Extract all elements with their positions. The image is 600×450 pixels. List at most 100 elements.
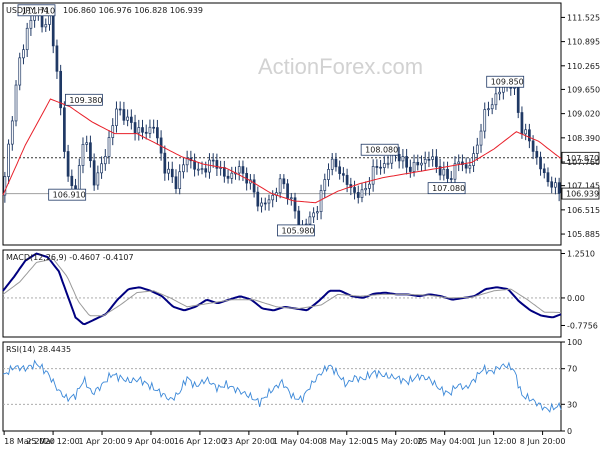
candle-body [524, 129, 528, 135]
x-tick-label: 8 Jun 20:00 [520, 437, 566, 446]
candle-body [546, 172, 550, 183]
candle-body [167, 168, 170, 174]
candle-body [397, 154, 401, 162]
candle-body [260, 202, 263, 207]
x-tick-label: 1 Jun 12:00 [471, 437, 517, 446]
y-tick-label: 109.650 [567, 85, 600, 94]
price-annotation: 111.710 [22, 6, 55, 15]
candle-body [442, 168, 446, 176]
candle-body [375, 166, 379, 168]
candle-body [475, 144, 479, 154]
candle-body [550, 181, 554, 188]
y-tick-label: 107.145 [567, 182, 600, 191]
panel-frame [2, 249, 562, 338]
candle-body [63, 107, 66, 152]
x-tick-label: 25 May 04:00 [417, 437, 472, 446]
candle-body [182, 164, 185, 173]
candle-body [133, 122, 137, 134]
candle-body [360, 189, 364, 198]
candle-body [14, 84, 18, 122]
candle-body [472, 153, 475, 166]
candle-body [416, 161, 420, 166]
candle-body [278, 178, 282, 194]
candle-body [152, 126, 156, 129]
y-tick-label: 107.760 [567, 158, 600, 167]
candle-body [312, 212, 315, 218]
candle-body [483, 109, 487, 132]
candle-body [557, 182, 561, 194]
candle-body [156, 127, 159, 139]
candle-body [408, 166, 412, 172]
x-tick-label: 25 Mar 12:00 [26, 437, 79, 446]
candle-body [222, 167, 226, 177]
x-tick-label: 16 Apr 12:00 [174, 437, 226, 446]
candle-body [498, 91, 501, 95]
price-annotation: 109.380 [69, 96, 102, 105]
candle-body [211, 159, 215, 162]
candle-body [256, 191, 260, 207]
price-annotation-box [48, 188, 87, 201]
macd-tick-label: 1.2510 [567, 250, 595, 259]
candle-body [100, 163, 103, 174]
candle-body [382, 163, 386, 168]
y-tick-label: 111.525 [567, 13, 600, 22]
candle-body [468, 165, 472, 169]
price-annotation-box [65, 93, 103, 106]
candle-body [107, 137, 111, 157]
candle-body [48, 14, 51, 25]
candle-body [539, 156, 542, 170]
candle-body [170, 168, 174, 178]
candle-body [89, 142, 92, 162]
candle-body [55, 45, 59, 72]
price-annotation: 108.080 [365, 146, 398, 155]
candle-body [204, 168, 208, 173]
watermark: ActionForex.com [258, 54, 423, 79]
candle-body [289, 197, 293, 200]
candle-body [327, 169, 330, 180]
candle-body [535, 151, 539, 158]
candle-body [3, 176, 7, 196]
candle-body [449, 178, 453, 180]
y-tick-label: 106.515 [567, 206, 600, 215]
price-annotation-box [360, 143, 399, 156]
signal-line [2, 258, 561, 317]
candle-body [85, 142, 89, 145]
x-tick-label: 1 Apr 20:00 [78, 437, 125, 446]
panel-frame [2, 2, 562, 246]
candle-body [126, 116, 129, 121]
candle-body [115, 108, 118, 126]
candle-body [490, 104, 494, 110]
x-tick-label: 18 Mar 2020 [4, 437, 55, 446]
candle-body [338, 166, 342, 174]
rsi-tick-label: 30 [567, 400, 577, 409]
candle-body [271, 194, 275, 201]
candle-body [44, 24, 48, 28]
candle-body [528, 129, 531, 142]
candle-body [330, 158, 334, 170]
candle-body [379, 166, 382, 169]
candle-body [453, 163, 457, 180]
candle-body [252, 179, 256, 193]
price-annotation: 109.850 [491, 78, 524, 87]
candle-body [353, 187, 356, 193]
candle-body [10, 120, 14, 145]
candle-body [141, 127, 144, 133]
candle-body [342, 173, 345, 176]
candle-body [390, 154, 394, 164]
candle-body [464, 164, 468, 169]
candle-body [200, 168, 204, 171]
candle-body [237, 166, 241, 174]
candle-body [386, 162, 390, 165]
candle-body [59, 70, 63, 109]
macd-panel-title: MACD(12,26,9) -0.4607 -0.4107 [6, 253, 134, 262]
candle-body [263, 202, 267, 205]
macd-tick-label: -0.7756 [567, 321, 598, 330]
candle-body [368, 183, 371, 189]
moving-average-line [2, 98, 562, 204]
rsi-tick-label: 70 [567, 365, 577, 374]
candle-body [77, 165, 81, 193]
candle-body [364, 188, 368, 191]
current-price-box [561, 187, 600, 200]
level-label: 107.870 [566, 154, 599, 163]
candle-body [196, 168, 200, 171]
